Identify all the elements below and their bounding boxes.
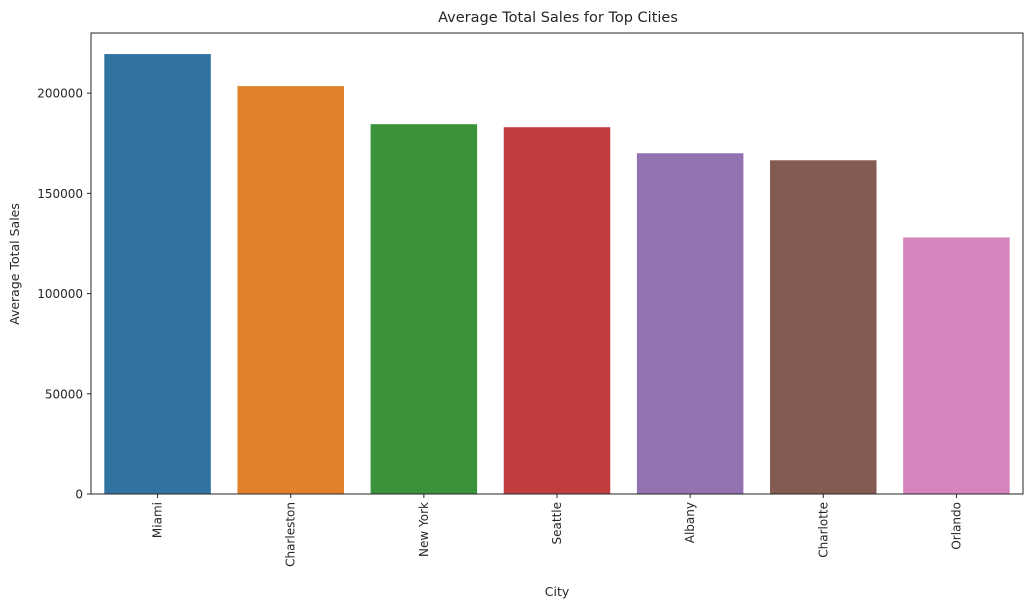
plot-frame (90, 32, 1024, 495)
bar-charleston (237, 86, 344, 495)
x-tick-label: Miami (151, 502, 165, 538)
bar-charlotte (770, 160, 877, 494)
y-tick-label: 0 (75, 488, 83, 502)
y-tick-label: 200000 (37, 87, 83, 101)
bar-new-york (370, 124, 478, 494)
y-axis-ticks: 0 50000 100000 150000 200000 (37, 87, 91, 502)
bar-albany (636, 153, 744, 494)
x-tick-label: Orlando (949, 502, 963, 550)
chart-title: Average Total Sales for Top Cities (438, 10, 678, 26)
x-tick-label: New York (417, 502, 431, 557)
bars-group (104, 54, 1010, 495)
bar-orlando (903, 237, 1010, 494)
y-tick-label: 100000 (37, 287, 83, 301)
y-tick-label: 50000 (45, 387, 83, 401)
x-tick-label: Charlotte (816, 502, 830, 558)
y-axis-label: Average Total Sales (7, 203, 22, 325)
x-tick-label: Charleston (284, 502, 298, 567)
x-tick-label: Seattle (550, 502, 564, 544)
x-axis-ticks: Miami Charleston New York Seattle Albany Char… (151, 494, 963, 567)
bar-miami (104, 54, 211, 495)
y-tick-label: 150000 (37, 187, 83, 201)
bar-seattle (503, 127, 611, 494)
x-axis-label: City (545, 584, 570, 599)
x-tick-label: Albany (683, 502, 697, 543)
